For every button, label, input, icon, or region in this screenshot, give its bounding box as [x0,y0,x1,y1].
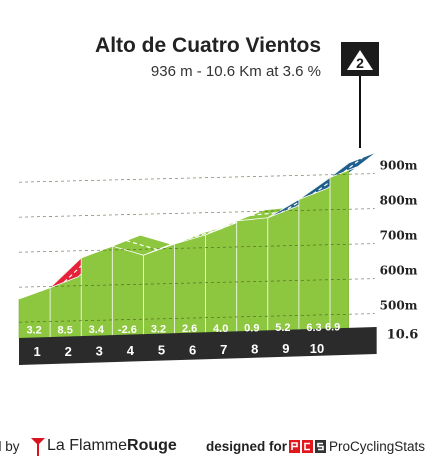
elevation-axis: 500m 600m 700m 800m 900m [380,159,418,313]
gradient-label: 3.2 [26,325,41,337]
elevation-tick: 600m [380,264,418,278]
gradient-label: 6.3 [306,322,321,334]
gradient-label: 8.5 [58,324,73,336]
brand-name-bold: Rouge [127,437,177,454]
road-centerline [188,228,220,240]
grid-line [18,208,375,218]
km-markers: 1 2 3 4 5 6 7 8 9 10 10.6 [33,328,418,360]
credit-prefix: d by [0,439,20,454]
flamme-rouge-icon [31,438,45,456]
km-marker: 9 [282,341,289,356]
grid-line [18,313,375,323]
elevation-tick: 800m [380,194,418,208]
climb-stats: 936 m - 10.6 Km at 3.6 % [150,63,321,80]
gradient-label: -2.6 [118,324,137,336]
road-centerline [94,240,127,254]
profile-front-face [205,220,237,339]
mountain-peak-icon [347,50,373,70]
elevation-profile-chart: 500m 600m 700m 800m 900m 3.2 8.5 3.4 -2.6 3.2 2.6… [18,42,418,365]
climb-title: Alto de Cuatro Vientos [95,34,321,57]
elevation-tick: 500m [380,299,418,313]
km-marker: 5 [158,343,165,358]
profile-front-face [298,176,331,339]
gradient-label: 3.2 [151,323,166,335]
profile-front-face [267,199,300,339]
category-badge: 2 [341,42,379,148]
gradient-label: 2.6 [182,323,197,335]
km-marker: 7 [220,342,227,357]
km-marker: 6 [189,342,196,357]
base-band [19,327,377,365]
grid-line [18,278,375,288]
profile-front-face [329,162,349,339]
profile-top-surface [18,151,377,339]
brand-name-plain: La Flamme [47,437,128,454]
road-centerline [157,237,189,251]
road-centerline [343,157,364,173]
gradient-label: 4.0 [213,323,228,335]
gradient-label: 3.4 [89,324,105,336]
profile-front-face [236,217,269,339]
grid-line [18,173,375,183]
gradient-label: 0.9 [244,323,259,335]
footer: d by La FlammeRouge designed for ProCycl… [0,436,435,458]
pcs-name: ProCyclingStats [329,439,426,454]
km-marker: 4 [127,343,135,358]
gradient-label: 6.9 [325,322,340,334]
elevation-tick: 900m [380,159,418,173]
brand-name: La FlammeRouge [47,437,177,455]
category-number: 2 [356,55,364,71]
designed-for-label: designed for [206,439,288,454]
km-marker: 1 [33,344,40,359]
km-marker: 10 [310,341,324,356]
road-centerline [32,281,65,295]
pcs-logo-icon [289,440,326,453]
gradient-labels: 3.2 8.5 3.4 -2.6 3.2 2.6 4.0 0.9 5.2 6.3 6.9 [26,322,340,337]
km-marker: 2 [65,344,72,359]
profile-base-band [19,327,377,365]
gradient-label: 5.2 [275,322,290,334]
total-distance-label: 10.6 [387,328,419,343]
elevation-tick: 700m [380,229,418,243]
road-centerline [126,240,158,251]
road-centerline [250,211,282,216]
grid-line [18,243,375,253]
profile-top-segment [329,151,377,178]
km-marker: 8 [251,342,258,357]
km-marker: 3 [96,343,103,358]
